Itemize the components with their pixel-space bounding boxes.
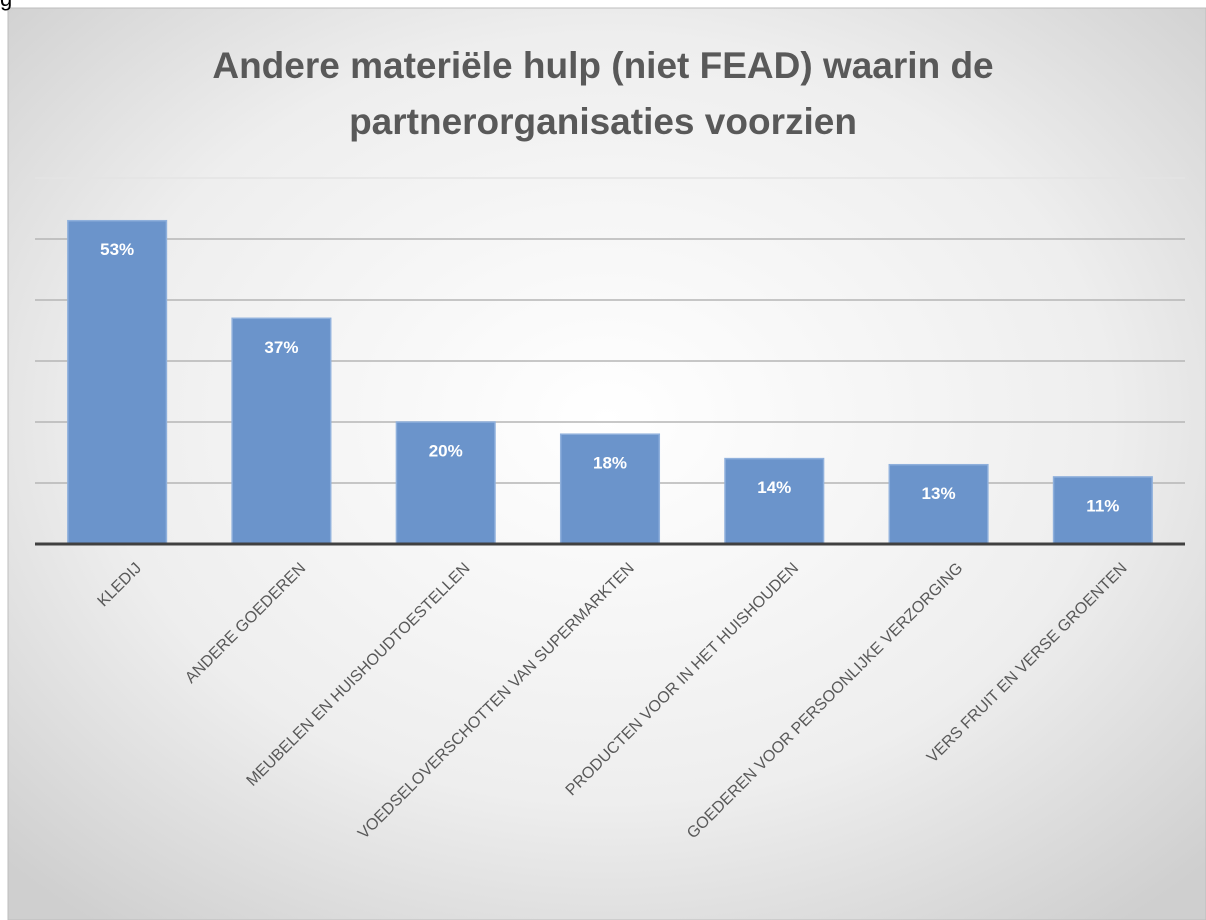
bar (67, 219, 168, 545)
data-label: 53% (100, 240, 134, 259)
bar (724, 457, 825, 545)
bar (559, 433, 661, 545)
chart-title: Andere materiële hulp (niet FEAD) waarin… (212, 45, 994, 142)
data-label: 18% (593, 454, 627, 473)
bar (888, 463, 989, 545)
data-label: 11% (1086, 496, 1119, 515)
data-label: 13% (922, 484, 956, 503)
bar (1052, 476, 1153, 545)
data-label: 20% (429, 441, 463, 460)
data-label: 37% (264, 338, 298, 357)
bar (395, 421, 496, 545)
data-label: 14% (757, 478, 791, 497)
annotation: g (0, 0, 12, 12)
